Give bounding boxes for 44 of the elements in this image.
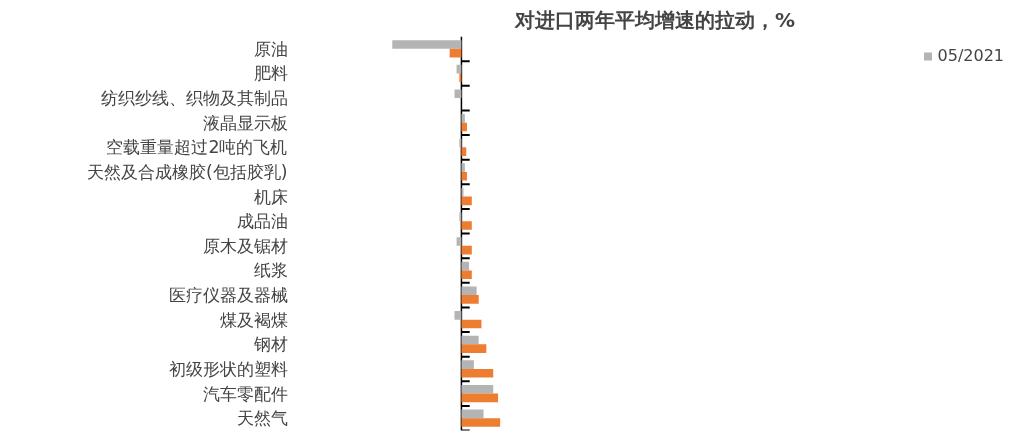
y-tick-label: 机床 xyxy=(253,186,288,207)
bar xyxy=(454,311,462,320)
bar xyxy=(461,344,487,353)
bar xyxy=(459,73,462,83)
bar xyxy=(461,221,472,230)
bar xyxy=(461,384,494,394)
y-tick-label: 钢材 xyxy=(252,334,288,355)
bar xyxy=(461,368,494,378)
bar xyxy=(461,122,467,132)
y-tick-label: 纸浆 xyxy=(253,260,288,281)
bar xyxy=(461,418,501,427)
y-tick-label: 初级形状的塑料 xyxy=(168,358,288,379)
text: 对进口两年平均增速的拉动，% xyxy=(513,7,796,32)
y-tick-label: 天然及合成橡胶(包括胶乳) xyxy=(86,161,288,182)
y-tick-label: 成品油 xyxy=(236,211,288,232)
bar xyxy=(461,393,499,403)
y-tick-label: 汽车零配件 xyxy=(202,383,288,404)
bar xyxy=(461,286,477,296)
bar xyxy=(454,89,462,99)
bar xyxy=(461,270,472,280)
bar xyxy=(461,409,484,419)
bar xyxy=(461,335,479,345)
legend-label: 05/2021 xyxy=(937,46,1004,65)
y-tick-label: 原木及锯材 xyxy=(202,235,288,256)
y-tick-label: 肥料 xyxy=(253,63,288,84)
bar xyxy=(461,245,472,255)
bar xyxy=(461,196,472,206)
y-tick-label: 原油 xyxy=(253,38,288,59)
bar xyxy=(461,163,465,172)
y-tick-label: 纺织纱线、织物及其制品 xyxy=(100,88,288,109)
bar xyxy=(392,40,462,49)
y-tick-label: 液晶显示板 xyxy=(202,112,288,133)
bar xyxy=(461,295,479,304)
bar xyxy=(461,114,465,123)
bar xyxy=(461,360,474,369)
y-tick-label: 医疗仪器及器械 xyxy=(168,285,288,306)
y-tick-label: 煤及褐煤 xyxy=(219,309,288,330)
bar xyxy=(461,261,470,271)
bar xyxy=(461,147,467,156)
y-tick-label: 天然气 xyxy=(236,408,288,429)
bar xyxy=(461,171,467,181)
y-tick-label: 空载重量超过2吨的飞机 xyxy=(106,137,288,158)
bar xyxy=(461,319,482,329)
bar xyxy=(461,187,464,197)
